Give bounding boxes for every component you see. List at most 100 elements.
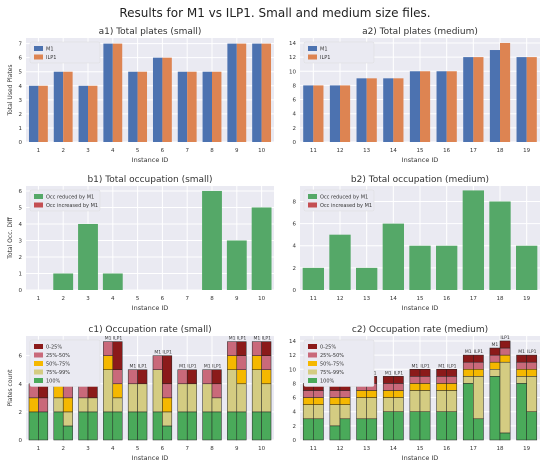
c2-stack-segment <box>382 390 394 398</box>
a2-xtick-label: 15 <box>417 148 424 154</box>
a1-ytick-label: 6 <box>19 56 23 62</box>
c2-ytick-label: 8 <box>293 381 297 387</box>
c2-stack-segment <box>419 383 431 391</box>
b2-xtick-label: 18 <box>497 296 504 302</box>
c2-stack-segment <box>419 369 431 377</box>
c2-stack-segment <box>436 369 447 377</box>
c1-xtick-label: 1 <box>37 446 41 452</box>
a1-xtick-label: 1 <box>37 148 41 154</box>
a2-xtick-label: 11 <box>310 148 317 154</box>
a2-ytick-label: 0 <box>293 140 297 146</box>
c1-stack-segment <box>211 411 222 441</box>
c1-stack-segment <box>152 411 163 441</box>
c1-stack-segment <box>137 411 148 441</box>
b1-title: b1) Total occupation (small) <box>87 175 212 185</box>
c2-stack-segment <box>499 354 511 363</box>
a2-xtick-label: 17 <box>470 148 477 154</box>
c2-legend-label: 25%-50% <box>320 353 344 359</box>
a1-bar-ilp1 <box>212 71 222 142</box>
c1-bar-label: ILP1 <box>138 364 148 370</box>
c2-stack-segment <box>462 369 474 377</box>
b1-xtick-label: 8 <box>210 296 214 302</box>
a1-bar-m1 <box>177 71 188 142</box>
c2-stack-segment <box>409 390 421 412</box>
a2-bar-ilp1 <box>340 85 351 142</box>
c2-ytick-label: 6 <box>293 396 297 402</box>
a2-ytick-label: 4 <box>293 112 297 118</box>
c2-stack-segment <box>516 354 527 363</box>
a2-legend-label: ILP1 <box>320 55 330 61</box>
c2-stack-segment <box>329 425 341 441</box>
c1-stack-segment <box>152 369 163 413</box>
c1-bar-label: ILP1 <box>262 336 272 342</box>
a1-bar-ilp1 <box>162 57 172 142</box>
a1-legend-swatch <box>34 54 43 60</box>
a1-bar-ilp1 <box>236 43 247 142</box>
c2-stack-segment <box>436 376 447 384</box>
a2-legend-swatch <box>308 46 317 51</box>
a1-bar-m1 <box>103 43 113 142</box>
c1-stack-segment <box>211 383 222 399</box>
c2-stack-segment <box>446 383 458 391</box>
b2-xtick-label: 19 <box>523 296 530 302</box>
c1-xtick-label: 2 <box>61 446 65 452</box>
a1-xtick-label: 7 <box>185 148 189 154</box>
c1-stack-segment <box>53 411 64 441</box>
c1-stack-segment <box>261 355 272 370</box>
c1-stack-segment <box>186 411 197 441</box>
b1-xtick-label: 4 <box>111 296 115 302</box>
a1-ytick-label: 7 <box>19 42 23 48</box>
c2-legend-label: 0-25% <box>320 345 336 351</box>
c2-xtick-label: 16 <box>443 446 450 452</box>
a1-ytick-label: 1 <box>19 126 23 132</box>
c2-stack-segment <box>436 411 447 441</box>
c1-stack-segment <box>227 355 238 370</box>
c1-ytick-label: 2 <box>19 410 23 416</box>
c2-bar-label: ILP1 <box>394 370 404 376</box>
a2-xtick-label: 13 <box>363 148 370 154</box>
a1-bar-m1 <box>78 85 88 142</box>
c2-legend-label: 75%-99% <box>320 370 344 376</box>
a2-bar-m1 <box>463 57 474 143</box>
c1-stack-segment <box>261 411 272 441</box>
b1-bar-reduced <box>226 240 247 290</box>
c2-legend-box <box>303 339 375 387</box>
c2-stack-segment <box>356 397 367 420</box>
a1-bar-ilp1 <box>88 85 98 142</box>
b2-xtick-label: 14 <box>390 296 397 302</box>
a1-bar-m1 <box>252 43 262 142</box>
c2-stack-segment <box>419 376 431 384</box>
c1-legend-label: 100% <box>46 379 61 385</box>
c2-bar-label: ILP1 <box>474 349 484 355</box>
c1-stack-segment <box>112 341 123 370</box>
c2-stack-segment <box>409 369 421 377</box>
c1-stack-segment <box>28 397 39 413</box>
c2-stack-segment <box>462 383 474 441</box>
b2-legend-swatch <box>308 194 317 199</box>
c2-stack-segment <box>339 390 351 398</box>
a1-bar-ilp1 <box>63 71 73 142</box>
c1-stack-segment <box>28 411 39 441</box>
a1-legend-label: ILP1 <box>46 55 56 61</box>
c2-stack-segment <box>526 361 538 370</box>
b2-bar-reduced <box>382 223 404 290</box>
c1-stack-segment <box>103 411 114 441</box>
c1-stack-segment <box>127 383 138 413</box>
c2-xtick-label: 14 <box>390 446 397 452</box>
c1-legend-swatch <box>34 378 43 383</box>
c1-stack-segment <box>227 369 238 413</box>
c1-ylabel: Plates count <box>7 369 14 407</box>
a2-ytick-label: 10 <box>289 69 296 75</box>
c2-stack-segment <box>499 340 511 349</box>
b2-legend-swatch <box>308 202 317 208</box>
c2-xtick-label: 17 <box>470 446 477 452</box>
c1-ytick-label: 0 <box>19 438 23 444</box>
c1-stack-segment <box>261 369 272 385</box>
b2-bar-reduced <box>302 267 324 290</box>
a2-bar-m1 <box>329 85 340 142</box>
b2-xtick-label: 13 <box>363 296 370 302</box>
c1-stack-segment <box>251 411 262 441</box>
a1-ytick-label: 4 <box>19 84 23 90</box>
c1-stack-segment <box>251 341 262 356</box>
b1-ytick-label: 4 <box>19 222 23 228</box>
